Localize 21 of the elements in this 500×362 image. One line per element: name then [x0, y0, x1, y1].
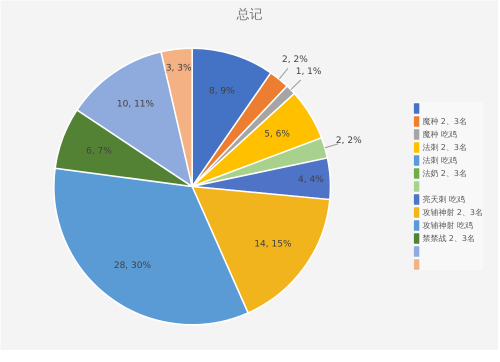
legend-label: 魔种 吃鸡: [422, 128, 457, 140]
legend-label: 魔种 2、3名: [422, 116, 467, 127]
data-label: 3, 3%: [166, 63, 192, 74]
data-label: 6, 7%: [86, 146, 112, 156]
legend-label: 法奶 2、3名: [422, 168, 467, 179]
data-label: 2, 2%: [282, 54, 308, 65]
legend-label: 法刺 吃鸡: [422, 154, 457, 166]
legend-label: 攻辅神射 2、3名: [422, 206, 483, 218]
legend-label: 法刺 2、3名: [422, 142, 467, 153]
data-label: 14, 15%: [254, 240, 292, 250]
data-label: 8, 9%: [208, 86, 236, 96]
data-label: 2, 2%: [336, 136, 362, 146]
data-label: 28, 30%: [114, 261, 152, 272]
chart-title: 总记: [236, 8, 262, 22]
legend-label: 亮天刺 吃鸡: [422, 194, 465, 205]
data-label: 10, 11%: [116, 100, 155, 110]
legend-label: 禁禁战 2、3名: [422, 232, 475, 244]
data-label: 4, 4%: [298, 174, 324, 185]
data-label: 1, 1%: [296, 67, 322, 78]
legend-label: 攻辅神射 吃鸡: [422, 220, 473, 231]
data-label: 5, 6%: [264, 130, 290, 140]
